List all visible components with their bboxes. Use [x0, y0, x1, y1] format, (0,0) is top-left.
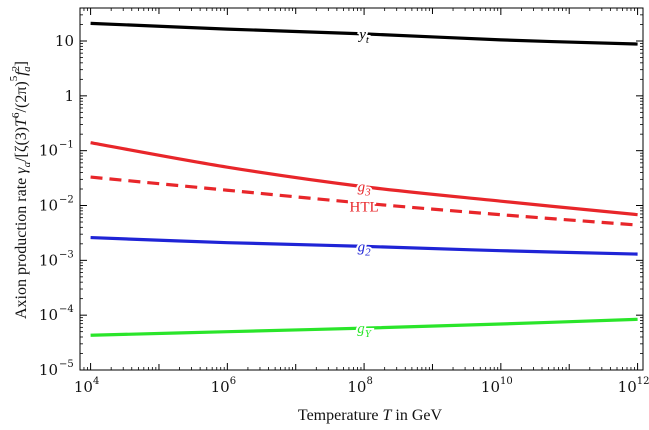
y-tick-exponent: −2	[59, 195, 74, 206]
y-tick-label: 10	[39, 197, 58, 215]
x-tick-labels: 104 106 108 1010 1012	[74, 376, 649, 396]
y-tick-exponent: −5	[59, 359, 74, 370]
series-label-g3: g3	[358, 180, 372, 199]
series-label-g2: g2	[358, 239, 372, 258]
series-label-yt: yt	[357, 27, 370, 46]
x-tick-label: 104	[74, 376, 99, 396]
minor-ticks	[80, 8, 643, 370]
y-tick-exponent: −3	[59, 249, 74, 260]
y-tick-label: 10	[39, 306, 58, 324]
series-lines	[90, 21, 638, 337]
major-ticks	[80, 8, 643, 371]
y-tick-label: 10	[39, 142, 58, 160]
y-tick-label: 1	[64, 87, 74, 105]
series-line-yt	[90, 21, 638, 46]
x-tick-label: 1012	[618, 376, 649, 396]
y-tick-exponent: −1	[59, 140, 74, 151]
x-axis-title: Temperature T in GeV	[298, 407, 443, 424]
series-line-gY	[90, 317, 638, 337]
y-axis-title: Axion production rate γa/[ζ(3)T6/(2π)5f2…	[8, 61, 33, 319]
series-line-HTL	[90, 175, 638, 227]
y-tick-label: 10	[39, 251, 58, 269]
x-tick-label: 1010	[481, 376, 513, 396]
series-line-g2	[90, 235, 638, 256]
x-tick-label: 108	[347, 376, 372, 396]
y-tick-label: 10	[39, 361, 58, 379]
y-tick-exponent: −4	[59, 304, 74, 315]
series-label-gY: gY	[357, 321, 373, 340]
series-label-HTL: HTL	[350, 200, 379, 216]
y-tick-label: 10	[55, 32, 74, 50]
series-line-g3	[90, 141, 638, 217]
x-tick-label: 106	[211, 376, 236, 396]
